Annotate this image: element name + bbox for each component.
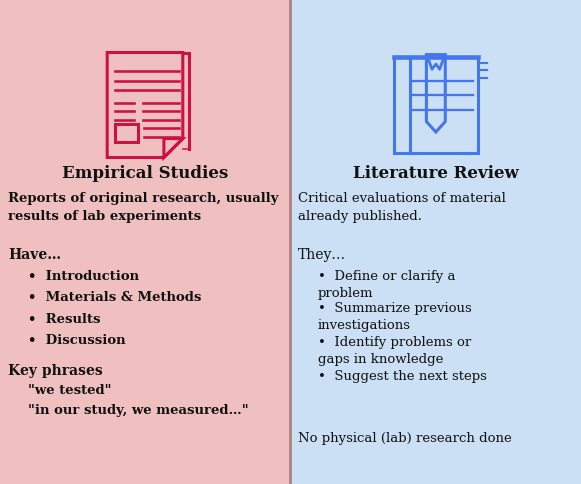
- Text: •  Define or clarify a
problem: • Define or clarify a problem: [318, 270, 456, 300]
- Text: Reports of original research, usually
results of lab experiments: Reports of original research, usually re…: [8, 192, 278, 223]
- Bar: [0, 0, 290, 484]
- Text: "we tested": "we tested": [28, 384, 112, 397]
- Text: "in our study, we measured…": "in our study, we measured…": [28, 404, 249, 417]
- Text: •  Results: • Results: [28, 313, 101, 326]
- Text: •  Discussion: • Discussion: [28, 334, 125, 347]
- Text: No physical (lab) research done: No physical (lab) research done: [298, 432, 512, 445]
- Text: Literature Review: Literature Review: [353, 165, 518, 182]
- Text: •  Introduction: • Introduction: [28, 270, 139, 283]
- Text: •  Suggest the next steps: • Suggest the next steps: [318, 370, 487, 383]
- Bar: [114, 124, 138, 142]
- Text: Have…: Have…: [8, 248, 61, 262]
- Bar: [290, 0, 581, 484]
- Text: •  Summarize previous
investigations: • Summarize previous investigations: [318, 302, 472, 332]
- Bar: [393, 57, 478, 153]
- Text: Key phrases: Key phrases: [8, 364, 103, 378]
- Text: Empirical Studies: Empirical Studies: [62, 165, 228, 182]
- Text: They…: They…: [298, 248, 346, 262]
- Text: •  Materials & Methods: • Materials & Methods: [28, 291, 202, 304]
- Text: Critical evaluations of material
already published.: Critical evaluations of material already…: [298, 192, 506, 223]
- Text: •  Identify problems or
gaps in knowledge: • Identify problems or gaps in knowledge: [318, 336, 471, 366]
